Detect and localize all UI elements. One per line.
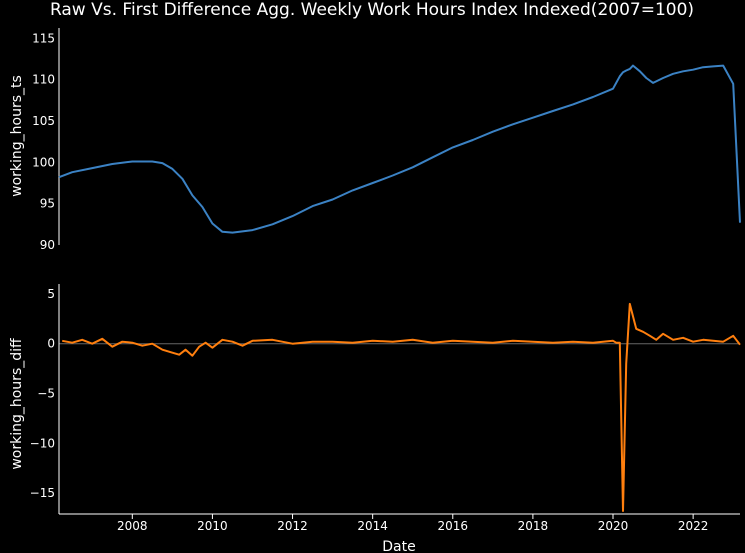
top-y-axis-title: working_hours_ts <box>9 75 25 197</box>
x-tick-label: 2008 <box>117 519 148 533</box>
bottom-y-axis-title: working_hours_diff <box>9 338 25 470</box>
x-axis-title: Date <box>382 539 415 553</box>
bottom-y-tick-label: −15 <box>30 486 55 500</box>
bottom-y-tick-label: −10 <box>30 436 55 450</box>
bottom-y-tick-label: 0 <box>47 337 55 351</box>
bottom-y-tick-label: 5 <box>47 287 55 301</box>
top-y-tick-label: 110 <box>32 73 55 87</box>
bottom-y-tick-label: −5 <box>37 387 55 401</box>
x-tick-label: 2010 <box>197 519 228 533</box>
top-y-tick-label: 100 <box>32 155 55 169</box>
bottom-subplot: −15 −10 −5 0 5 working_hours_diff <box>9 284 741 514</box>
diff-series-line <box>62 302 741 512</box>
top-y-tick-label: 95 <box>40 197 55 211</box>
top-y-axis-ticks: 90 95 100 105 110 115 <box>32 31 55 252</box>
top-y-tick-label: 115 <box>32 31 55 45</box>
x-axis-ticks: 2008 2010 2012 2014 2016 2018 2020 2022 <box>117 514 708 533</box>
x-tick-label: 2022 <box>678 519 709 533</box>
raw-series-line <box>58 64 741 234</box>
x-tick-label: 2012 <box>277 519 308 533</box>
bottom-y-axis-ticks: −15 −10 −5 0 5 <box>30 287 55 500</box>
x-tick-label: 2016 <box>438 519 469 533</box>
top-subplot: 90 95 100 105 110 115 working_hours_ts <box>9 28 741 252</box>
chart-title: Raw Vs. First Difference Agg. Weekly Wor… <box>50 0 694 20</box>
top-y-tick-label: 105 <box>32 114 55 128</box>
x-tick-label: 2020 <box>598 519 629 533</box>
x-tick-label: 2018 <box>518 519 549 533</box>
top-y-tick-label: 90 <box>40 238 55 252</box>
x-tick-label: 2014 <box>357 519 388 533</box>
